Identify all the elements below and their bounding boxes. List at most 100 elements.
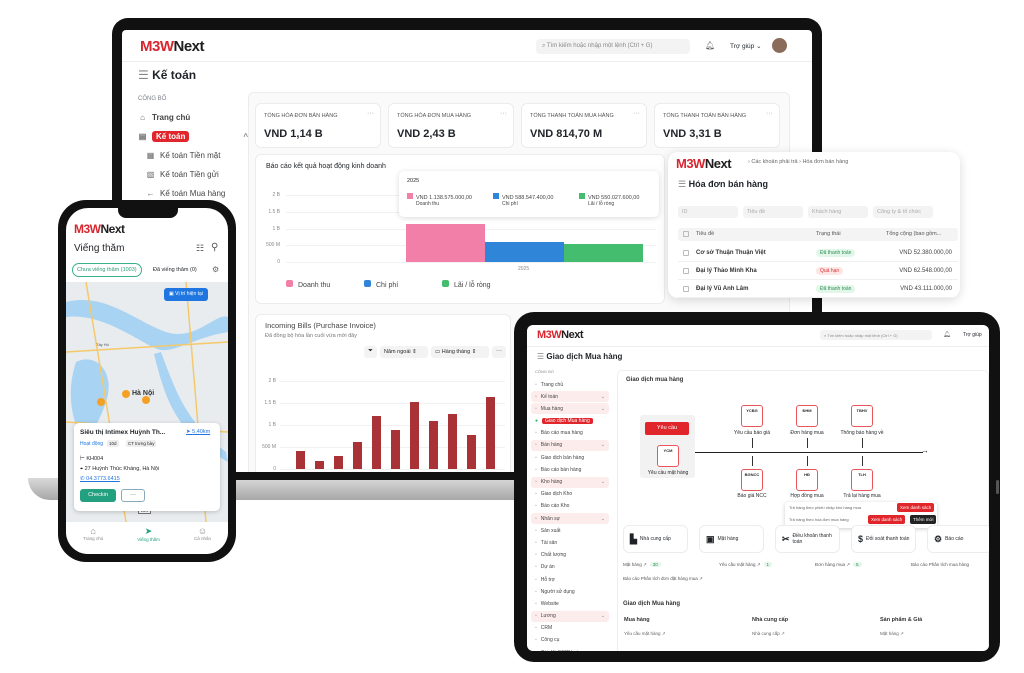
more-button[interactable]: ··· bbox=[121, 489, 145, 502]
search-input[interactable]: ⌕ Tìm kiếm hoặc nhập một lệnh (Ctrl + G) bbox=[536, 39, 690, 54]
menu-icon[interactable]: ☰ bbox=[537, 352, 545, 361]
current-location-button[interactable]: ▣ Vị trí hiện tại bbox=[164, 288, 208, 301]
sidebar-item[interactable]: ▧ Kế toán Tiền gửi bbox=[138, 165, 248, 184]
shortcut-gear[interactable]: ⚙ Báo cáo bbox=[927, 525, 989, 553]
sidebar-item[interactable]: ▫ Website bbox=[535, 600, 559, 607]
select-all-checkbox[interactable] bbox=[683, 231, 689, 237]
link[interactable]: Nhà cung cấp ↗ bbox=[752, 631, 785, 636]
row-checkbox[interactable] bbox=[683, 286, 689, 292]
link[interactable]: Báo cáo Phân tích đơn đặt hàng mua ↗ bbox=[623, 576, 703, 581]
link[interactable]: Mặt hàng ↗ bbox=[880, 631, 904, 636]
more-button[interactable]: ··· bbox=[492, 346, 506, 358]
sidebar-item[interactable]: ← Kế toán Mua hàng bbox=[138, 184, 248, 203]
checkin-button[interactable]: Checkin bbox=[80, 489, 116, 502]
link[interactable]: Đơn hàng mua ↗ 5 bbox=[815, 562, 862, 568]
sidebar-item[interactable]: ▫ Kho hàng ⌄ bbox=[531, 476, 609, 488]
sidebar-item[interactable]: ▫ Tài sản bbox=[535, 539, 558, 546]
flow-node[interactable]: BGNCC bbox=[741, 469, 763, 491]
flow-node[interactable]: HĐ bbox=[796, 469, 818, 491]
link[interactable]: Báo cáo Phân tích mua hàng bbox=[911, 562, 970, 567]
bar-Lãi / lỗ ròng bbox=[564, 243, 643, 262]
sidebar-item[interactable]: ▦ Kế toán Tiền mặt bbox=[138, 146, 248, 165]
row-checkbox[interactable] bbox=[683, 268, 689, 274]
view-list-button[interactable]: Xem danh sách bbox=[897, 503, 935, 512]
period-select[interactable]: Năm ngoái ⇕ bbox=[380, 346, 428, 358]
store-phone[interactable]: ✆ 04.3773.6415 bbox=[80, 476, 120, 482]
tab-unvisited[interactable]: Chưa viếng thăm (1003) bbox=[72, 263, 142, 277]
flow-node[interactable]: TBHV bbox=[851, 405, 873, 427]
menu-icon[interactable]: ☰ bbox=[138, 68, 149, 82]
table-row[interactable]: Đại lý Vũ Anh Lâm Đã thanh toán VND 43.111… bbox=[678, 282, 958, 298]
filter-input[interactable]: Tiêu đề bbox=[743, 206, 803, 218]
sidebar-item[interactable]: ▫ Chất lượng bbox=[535, 552, 567, 559]
sidebar-item[interactable]: ▫Cài đặt ERPNext bbox=[531, 647, 609, 651]
request-button[interactable]: Yêu cầu bbox=[645, 422, 689, 435]
shortcut-reconcile[interactable]: $ Đối soát thanh toán bbox=[851, 525, 916, 553]
sidebar-item[interactable]: ▫ Báo cáo bán hàng bbox=[535, 466, 582, 473]
interval-select[interactable]: ▭ Hàng tháng ⇕ bbox=[431, 346, 489, 358]
link[interactable]: Yêu cầu mặt hàng ↗ 1 bbox=[719, 562, 773, 568]
chevron-up-icon[interactable]: ^ bbox=[243, 132, 248, 141]
sidebar-item[interactable]: ● Giao dịch Mua hàng bbox=[531, 416, 609, 427]
menu-item-icon: ▫ bbox=[535, 393, 537, 400]
sidebar-item[interactable]: ▫ Giao dịch Kho bbox=[535, 491, 573, 498]
store-distance[interactable]: ➤ 5,40km bbox=[186, 429, 211, 435]
more-icon[interactable]: ··· bbox=[367, 110, 374, 117]
shortcut-item[interactable]: ▣ Mặt hàng bbox=[699, 525, 764, 553]
link[interactable]: Yêu cầu mặt hàng ↗ bbox=[624, 631, 666, 636]
sidebar-item[interactable]: ⌂ Trang chủ bbox=[138, 108, 248, 127]
sidebar-item[interactable]: ▫ Giao dịch bán hàng bbox=[535, 454, 585, 461]
sidebar-item[interactable]: ▫ CRM bbox=[535, 625, 553, 632]
check-icon: ▫ bbox=[535, 430, 537, 437]
help-menu[interactable]: Trợ giúp ⌄ bbox=[730, 43, 762, 50]
table-row[interactable]: Cơ sở Thuận Thuận Việt Đã thanh toán VND 5… bbox=[678, 246, 958, 262]
sidebar-item[interactable]: ▫ Nhân sự ⌄ bbox=[531, 513, 609, 525]
sidebar-item-label: Kế toán Mua hàng bbox=[160, 189, 226, 198]
sidebar-item[interactable]: ▫ Trang chủ bbox=[535, 381, 564, 388]
flow-node[interactable]: TLH bbox=[851, 469, 873, 491]
sidebar-item[interactable]: ▫ Báo cáo mua hàng bbox=[535, 430, 583, 437]
sidebar-item[interactable]: ▫ Hỗ trợ bbox=[535, 576, 555, 583]
nav-home[interactable]: ⌂ Trang chủ bbox=[83, 526, 104, 541]
sidebar-item[interactable]: ▫ Người sử dụng bbox=[535, 588, 575, 595]
sidebar-item[interactable]: ▫ Dự án bbox=[535, 564, 555, 571]
filter-input[interactable]: Công ty & tổ chức bbox=[873, 206, 933, 218]
table-row[interactable]: Đại lý Thảo Minh Kha Quá hạn VND 62.548.00… bbox=[678, 264, 958, 280]
add-new-button[interactable]: Thêm mới bbox=[910, 515, 937, 524]
sidebar-item[interactable]: ▫ Kế toán ⌄ bbox=[531, 391, 609, 403]
help-menu[interactable]: Trợ giúp bbox=[963, 332, 982, 338]
flow-node[interactable]: YCM bbox=[657, 445, 679, 467]
avatar[interactable] bbox=[772, 38, 787, 53]
menu-icon[interactable]: ☰ bbox=[678, 179, 687, 189]
sidebar-item[interactable]: ▫ Bán hàng ⌄ bbox=[531, 439, 609, 451]
sidebar-item[interactable]: ▫ Lương ⌄ bbox=[531, 610, 609, 622]
sidebar-item[interactable]: ▫ Mua hàng ⌄ bbox=[531, 403, 609, 415]
filter-input[interactable]: Khách hàng bbox=[808, 206, 868, 218]
kpi-value: VND 814,70 M bbox=[530, 128, 603, 140]
view-list-button[interactable]: Xem danh sách bbox=[868, 515, 906, 524]
sidebar-item[interactable]: ▫ Sản xuất bbox=[535, 527, 561, 534]
more-icon[interactable]: ··· bbox=[500, 110, 507, 117]
tab-visited[interactable]: Đã viếng thăm (0) bbox=[153, 267, 197, 273]
shortcut-terms[interactable]: ✂ Điều khoản thanh toán bbox=[775, 525, 840, 553]
flow-node[interactable]: YCBG bbox=[741, 405, 763, 427]
flow-node[interactable]: ĐHM bbox=[796, 405, 818, 427]
filter-icon[interactable]: ⚙ bbox=[212, 265, 220, 274]
sidebar-item[interactable]: ▫ Công cụ bbox=[535, 637, 560, 644]
shortcut-factory[interactable]: ▙ Nhà cung cấp bbox=[623, 525, 688, 553]
sidebar-item[interactable]: ▫ Báo cáo Kho bbox=[535, 503, 570, 510]
link[interactable]: Mặt hàng ↗ 30 bbox=[623, 562, 661, 568]
bell-icon[interactable]: 🔔︎ bbox=[705, 41, 716, 50]
bell-icon[interactable]: 🔔︎ bbox=[943, 332, 951, 338]
search-icon[interactable]: ⚲ bbox=[211, 242, 219, 253]
list-icon[interactable]: ☷ bbox=[196, 243, 205, 253]
search-input[interactable]: ⌕ Tìm kiếm hoặc nhập một lệnh (Ctrl + G) bbox=[820, 330, 932, 340]
more-icon[interactable]: ··· bbox=[766, 110, 773, 117]
row-checkbox[interactable] bbox=[683, 250, 689, 256]
filter-icon[interactable]: ⏷ bbox=[364, 346, 377, 358]
filter-input[interactable]: ID bbox=[678, 206, 738, 218]
nav-send[interactable]: ➤ Viếng thăm bbox=[137, 526, 160, 542]
sidebar-item[interactable]: ▤ Kế toán ^ bbox=[138, 127, 248, 146]
nav-user[interactable]: ☺ Cá nhân bbox=[193, 526, 211, 541]
more-icon[interactable]: ··· bbox=[633, 110, 640, 117]
